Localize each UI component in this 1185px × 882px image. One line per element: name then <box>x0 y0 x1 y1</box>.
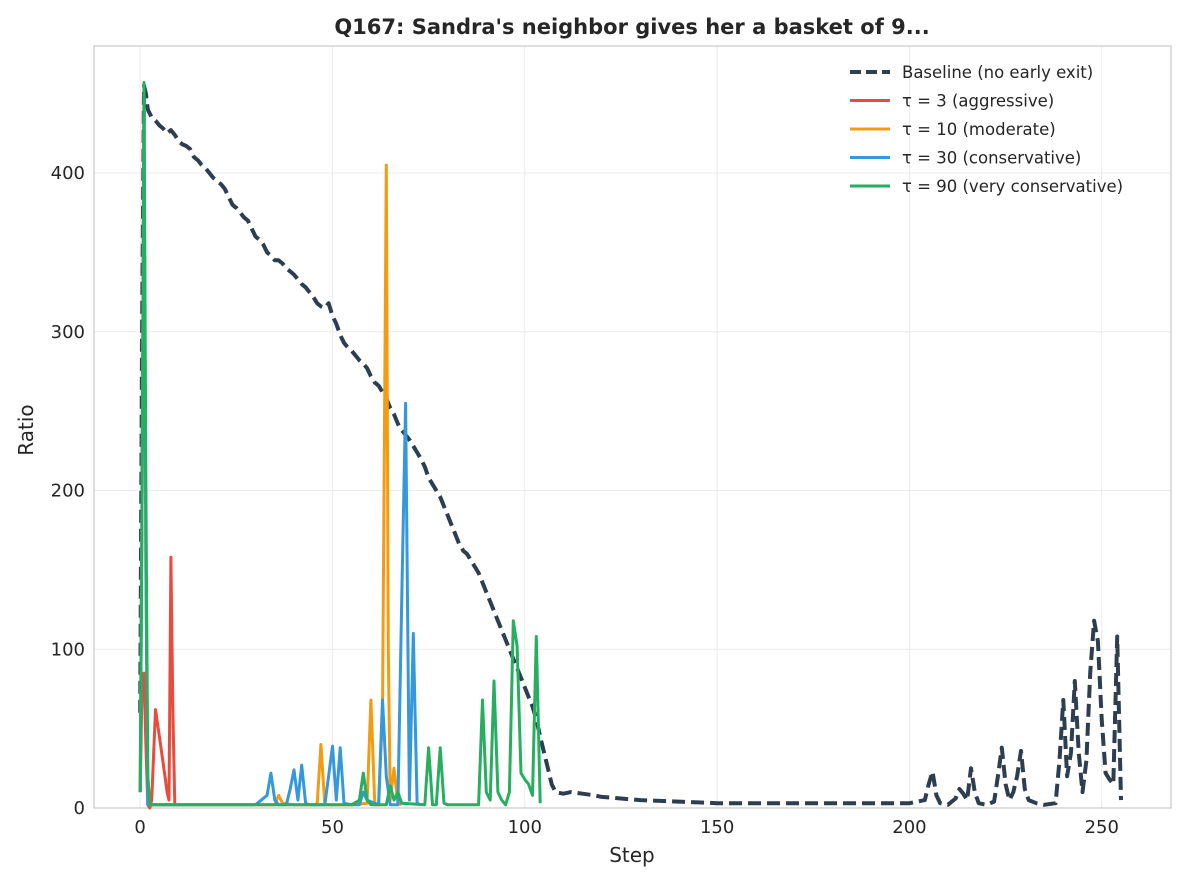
x-tick-label: 200 <box>892 817 926 838</box>
chart-title: Q167: Sandra's neighbor gives her a bask… <box>334 15 929 39</box>
x-axis-label: Step <box>609 843 655 867</box>
series-line-1 <box>138 83 1123 807</box>
y-tick-label: 300 <box>51 322 85 343</box>
legend-label-4: τ = 30 (conservative) <box>902 149 1081 168</box>
y-tick-label: 200 <box>51 481 85 502</box>
x-tick-label: 150 <box>700 817 734 838</box>
series-line-5 <box>138 81 542 807</box>
x-tick-label: 0 <box>134 817 145 838</box>
legend-label-2: τ = 3 (aggressive) <box>902 92 1054 111</box>
plot-frame <box>93 45 1172 809</box>
x-tick-label: 250 <box>1085 817 1119 838</box>
legend-label-3: τ = 10 (moderate) <box>902 120 1056 139</box>
legend-label-5: τ = 90 (very conservative) <box>902 177 1123 196</box>
series-line-2 <box>138 555 177 810</box>
tick-labels: 0 50 100 150 200 250 0 100 200 300 400 <box>51 163 1119 838</box>
x-tick-label: 100 <box>508 817 542 838</box>
legend-label-1: Baseline (no early exit) <box>902 63 1093 82</box>
y-tick-label: 0 <box>74 798 85 819</box>
x-tick-label: 50 <box>321 817 344 838</box>
y-tick-label: 400 <box>51 163 85 184</box>
series-lines <box>138 81 1123 810</box>
legend: Baseline (no early exit) τ = 3 (aggressiv… <box>850 63 1123 196</box>
y-tick-label: 100 <box>51 639 85 660</box>
y-axis-label: Ratio <box>14 404 38 455</box>
grid-lines <box>94 46 1171 809</box>
